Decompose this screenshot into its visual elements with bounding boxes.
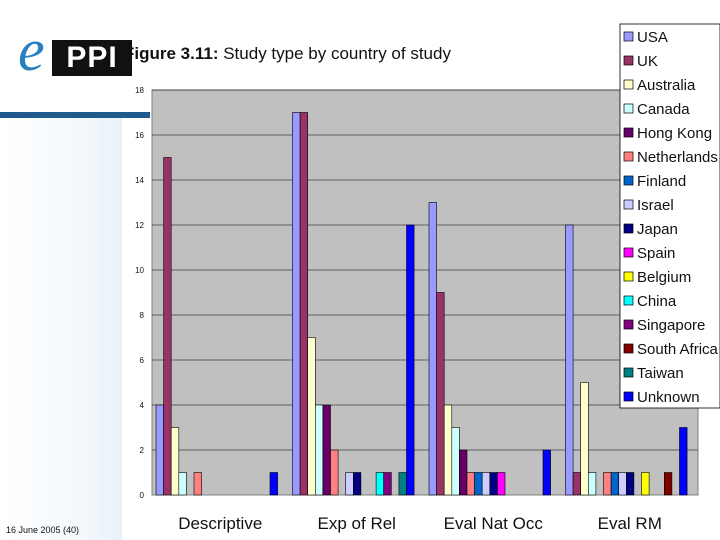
- left-decorative-panel: [0, 118, 122, 540]
- bar-taiwan: [398, 472, 407, 496]
- bar-unknown: [679, 427, 688, 496]
- legend-swatch: [623, 343, 634, 354]
- bar-usa: [428, 202, 437, 496]
- footer-date: 16 June 2005 (40): [6, 525, 80, 535]
- bar-netherlands: [466, 472, 475, 496]
- x-category-label: Eval RM: [598, 514, 662, 533]
- bar-hong-kong: [322, 404, 331, 496]
- legend-entry: Spain: [637, 245, 675, 262]
- bar-south-africa: [663, 472, 673, 496]
- y-tick-label: 0: [140, 491, 145, 500]
- bar-uk: [572, 472, 581, 496]
- legend-entry: Unknown: [637, 389, 700, 406]
- legend-swatch: [623, 31, 634, 42]
- bar-canada: [587, 472, 597, 496]
- legend-swatch: [623, 391, 634, 402]
- bar-netherlands: [193, 472, 202, 496]
- y-tick-label: 10: [135, 266, 144, 275]
- legend-entry: South Africa: [637, 341, 719, 358]
- bar-finland: [474, 472, 483, 496]
- plot-area: [151, 89, 699, 496]
- legend-entry: China: [637, 293, 677, 310]
- legend-swatch: [623, 367, 634, 378]
- bar-australia: [307, 337, 316, 496]
- bar-israel: [481, 472, 491, 496]
- bar-usa: [292, 112, 301, 496]
- legend-swatch: [623, 127, 634, 138]
- legend-swatch: [623, 79, 634, 90]
- bar-netherlands: [330, 449, 339, 496]
- bar-usa: [565, 224, 574, 496]
- legend-entry: Taiwan: [637, 365, 684, 382]
- figure-label: Figure 3.11:: [124, 44, 219, 63]
- bar-canada: [178, 472, 187, 496]
- bar-canada: [314, 404, 324, 496]
- x-category-label: Descriptive: [178, 514, 262, 533]
- bar-unknown: [269, 472, 278, 496]
- figure-title-text: Study type by country of study: [223, 44, 451, 63]
- bar-netherlands: [603, 472, 612, 496]
- legend-swatch: [623, 103, 634, 114]
- logo-ppi-text: PPI: [52, 40, 132, 76]
- legend-entry: Israel: [637, 197, 674, 214]
- legend-entry: Netherlands: [637, 149, 718, 166]
- bar-spain: [497, 472, 506, 496]
- bar-australia: [170, 427, 180, 496]
- legend-entry: UK: [637, 53, 658, 70]
- legend-swatch: [623, 247, 634, 258]
- bar-australia: [580, 382, 589, 496]
- legend-swatch: [623, 271, 634, 282]
- bar-belgium: [641, 472, 650, 496]
- bar-uk: [436, 292, 445, 496]
- y-tick-label: 14: [135, 176, 144, 185]
- bar-australia: [443, 404, 453, 496]
- bar-uk: [299, 112, 309, 496]
- bar-unknown: [542, 449, 551, 496]
- bar-singapore: [383, 472, 392, 496]
- bar-china: [375, 472, 385, 496]
- y-tick-label: 16: [135, 131, 144, 140]
- y-tick-label: 8: [140, 311, 145, 320]
- legend-entry: Singapore: [637, 317, 705, 334]
- x-category-label: Exp of Rel: [318, 514, 396, 533]
- bar-japan: [489, 472, 498, 496]
- accent-band: [0, 112, 150, 118]
- legend-entry: Hong Kong: [637, 125, 712, 142]
- legend-swatch: [623, 319, 634, 330]
- legend-swatch: [623, 223, 634, 234]
- x-category-label: Eval Nat Occ: [444, 514, 544, 533]
- legend-swatch: [623, 295, 634, 306]
- bar-usa: [155, 404, 164, 496]
- figure-title: Figure 3.11: Study type by country of st…: [124, 44, 451, 64]
- legend-swatch: [623, 199, 634, 210]
- y-tick-label: 4: [140, 401, 145, 410]
- bar-uk: [163, 157, 172, 496]
- legend-entry: Australia: [637, 77, 696, 94]
- bar-japan: [352, 472, 362, 496]
- bar-canada: [451, 427, 460, 496]
- legend-swatch: [623, 151, 634, 162]
- y-tick-label: 18: [135, 86, 144, 95]
- legend-entry: Japan: [637, 221, 678, 238]
- logo-e-letter: e: [18, 17, 45, 83]
- eppi-logo: e PPI: [18, 20, 132, 82]
- legend-entry: USA: [637, 29, 668, 46]
- bar-unknown: [406, 224, 415, 496]
- legend-swatch: [623, 175, 634, 186]
- legend-entry: Canada: [637, 101, 690, 118]
- bar-finland: [610, 472, 619, 496]
- bar-israel: [345, 472, 354, 496]
- y-tick-label: 2: [140, 446, 145, 455]
- bar-hong-kong: [459, 449, 468, 496]
- legend-box: [619, 23, 720, 409]
- legend-swatch: [623, 55, 634, 66]
- legend-entry: Finland: [637, 173, 686, 190]
- bar-japan: [625, 472, 635, 496]
- y-tick-label: 12: [135, 221, 144, 230]
- legend-entry: Belgium: [637, 269, 691, 286]
- y-tick-label: 6: [140, 356, 145, 365]
- bar-israel: [618, 472, 627, 496]
